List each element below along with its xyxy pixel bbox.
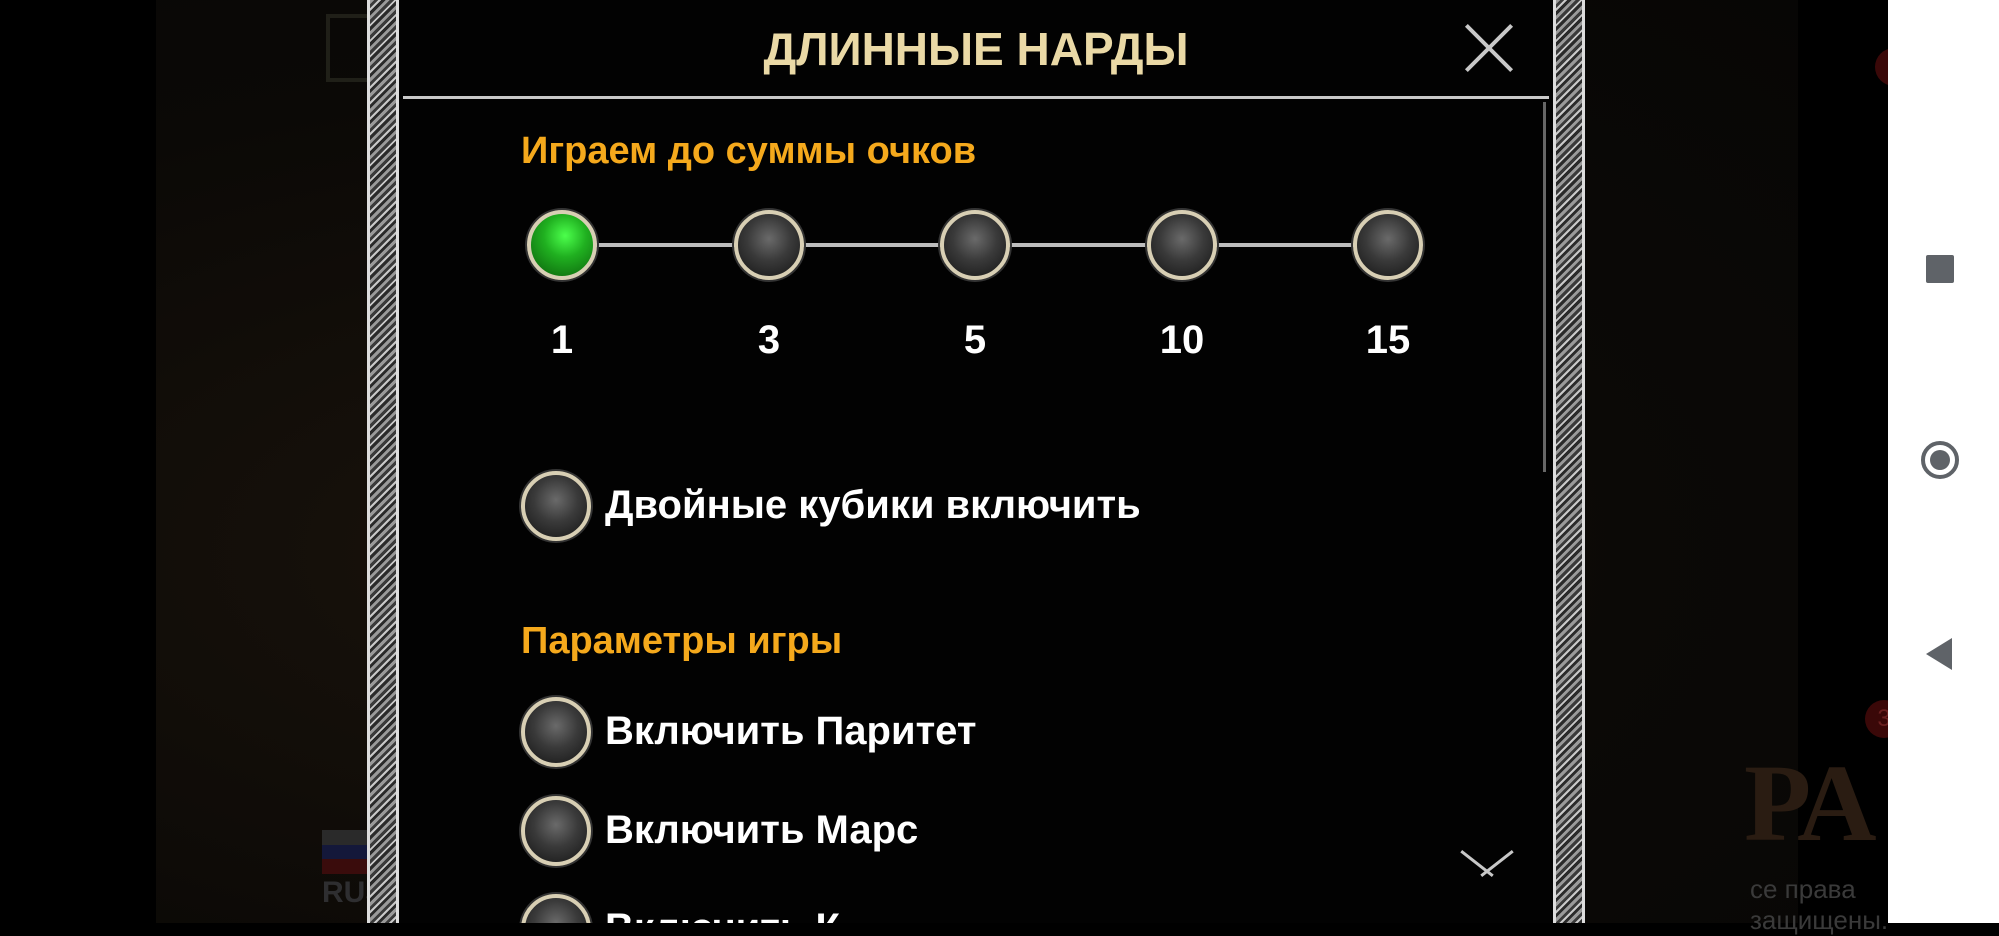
option-label: Включить К [605,906,840,923]
option-label: Включить Марс [605,808,919,852]
modal-right-border [1553,0,1585,923]
back-triangle-icon[interactable] [1926,638,1952,670]
score-label: 1 [550,318,574,362]
chevron-down-icon[interactable] [1461,842,1513,894]
exit-icon [326,14,386,82]
score-label: 15 [1365,318,1411,362]
params-section-heading: Параметры игры [521,620,843,662]
score-option-1[interactable] [527,210,597,280]
scrollbar[interactable] [1543,102,1546,472]
option-label: Включить Паритет [605,709,977,753]
android-nav-bar [1888,0,1999,923]
home-circle-icon[interactable] [1921,441,1959,479]
radio-button[interactable] [521,697,591,767]
radio-button[interactable] [521,894,591,923]
logo-fragment: РА [1744,742,1877,864]
score-option-15[interactable] [1353,210,1423,280]
score-option-5[interactable] [940,210,1010,280]
copyright-text: се права защищены. [1750,874,1889,935]
radio-button[interactable] [521,796,591,866]
header-divider [403,96,1549,99]
modal-title: ДЛИННЫЕ НАРДЫ [763,23,1189,75]
score-section-heading: Играем до суммы очков [521,130,977,172]
score-label: 10 [1159,318,1205,362]
score-label: 5 [963,318,987,362]
recents-square-icon[interactable] [1926,255,1954,283]
score-label: 3 [757,318,781,362]
option-label: Двойные кубики включить [605,483,1141,527]
score-option-3[interactable] [734,210,804,280]
radio-button[interactable] [521,471,591,541]
modal-left-border [367,0,399,923]
close-icon[interactable] [1463,22,1515,74]
settings-modal: ДЛИННЫЕ НАРДЫ Играем до суммы очков 1 3 … [399,0,1553,923]
score-option-10[interactable] [1147,210,1217,280]
